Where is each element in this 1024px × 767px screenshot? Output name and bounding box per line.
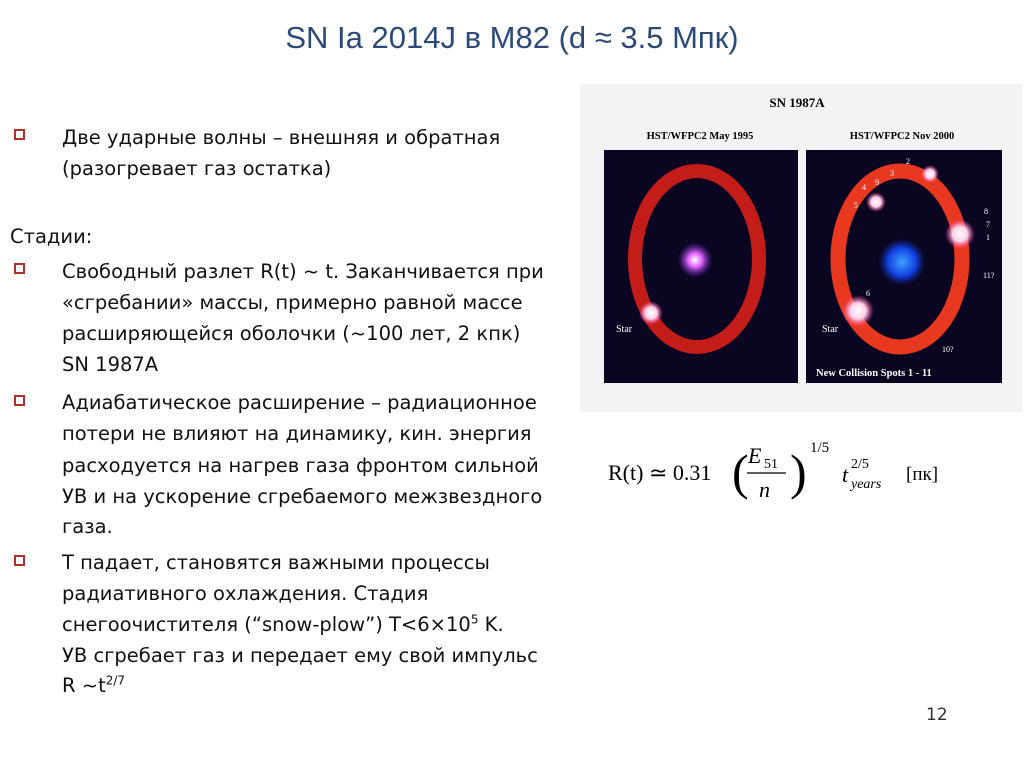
text: K. xyxy=(478,613,504,636)
unit: [пк] xyxy=(906,464,938,485)
panel-footer: New Collision Spots 1 - 11 xyxy=(816,368,932,379)
bullet-line: газа. xyxy=(62,515,113,538)
bullet-line: расширяющейся оболочки (~100 лет, 2 кпк) xyxy=(62,322,521,345)
t-power: 2/5 xyxy=(851,457,869,472)
bullet-line: Т падает, становятся важными процессы xyxy=(62,551,490,574)
bullet-line: SN 1987A xyxy=(62,353,159,376)
text: R ~t xyxy=(62,674,106,697)
spot-label: 6 xyxy=(866,289,870,298)
bullet-line: R ~t2/7 xyxy=(62,670,125,701)
caption: HST/WFPC2 Nov 2000 xyxy=(850,131,954,142)
superscript: 5 xyxy=(470,612,479,627)
spot-label: 4 xyxy=(862,183,866,192)
bullet-line: радиативного охлаждения. Стадия xyxy=(62,582,429,605)
spot-label: 1 xyxy=(986,233,990,242)
formula: R(t) ≃ 0.31 ( E 51 n ) 1/5 t 2/5 years [… xyxy=(608,440,938,502)
t: t xyxy=(842,462,849,487)
core xyxy=(677,242,713,278)
page-number: 12 xyxy=(926,705,948,725)
denominator: n xyxy=(759,477,770,502)
formula-lhs: R(t) ≃ 0.31 xyxy=(608,460,711,485)
star-label: Star xyxy=(822,324,839,335)
bullet-line: расходуется на нагрев газа фронтом сильн… xyxy=(62,454,539,477)
spot-labels: 2 3 4 9 5 8 7 1 11? 6 10? xyxy=(854,157,995,354)
text: снегоочистителя (“snow-plow”) T<6×10 xyxy=(62,613,471,636)
section-label: Стадии: xyxy=(10,225,93,248)
numerator: E xyxy=(747,443,762,468)
core xyxy=(878,238,926,286)
star-label: Star xyxy=(616,324,633,335)
spot xyxy=(866,192,886,212)
bullet-icon xyxy=(14,263,25,274)
bullet-icon xyxy=(14,555,25,566)
bullet-line: УВ и на ускорение сгребаемого межзвездно… xyxy=(62,485,543,508)
spot-label: 5 xyxy=(854,201,858,210)
ring xyxy=(628,164,766,354)
bullet-line: Свободный разлет R(t) ~ t. Заканчивается… xyxy=(62,260,544,283)
subscript: 51 xyxy=(764,457,778,472)
spot-label: 2 xyxy=(906,157,910,166)
power: 1/5 xyxy=(810,440,829,456)
spot-label: 10? xyxy=(942,345,954,354)
bullet-line: потери не влияют на динамику, кин. энерг… xyxy=(62,422,532,445)
star xyxy=(639,301,663,325)
spot-label: 9 xyxy=(875,178,879,187)
spot xyxy=(945,219,975,249)
bullet-icon xyxy=(14,395,25,406)
paren: ) xyxy=(790,444,807,500)
bullet-line: Адиабатическое расширение – радиационное xyxy=(62,391,537,414)
spot-label: 8 xyxy=(984,207,988,216)
spot-label: 3 xyxy=(890,169,894,178)
bullet-line: УВ сгребает газ и передает ему свой импу… xyxy=(62,644,538,667)
spot xyxy=(842,295,874,327)
t-subscript: years xyxy=(849,477,882,492)
figure-title: SN 1987A xyxy=(769,95,825,110)
bullet-line: снегоочистителя (“snow-plow”) T<6×105 K. xyxy=(62,609,504,640)
bullet-icon xyxy=(14,129,25,140)
ring xyxy=(830,163,970,355)
caption: HST/WFPC2 May 1995 xyxy=(647,131,754,142)
figure: SN 1987A HST/WFPC2 May 1995 HST/WFPC2 No… xyxy=(580,84,1022,412)
spot-label: 7 xyxy=(986,220,990,229)
paren: ( xyxy=(732,444,749,500)
spot xyxy=(921,165,939,183)
spot-label: 11? xyxy=(983,271,995,280)
superscript: 2/7 xyxy=(105,673,126,688)
bullet-line: Две ударные волны – внешняя и обратная xyxy=(62,126,501,149)
bullet-line: «сгребании» массы, примерно равной массе xyxy=(62,291,523,314)
slide-title: SN Ia 2014J в M82 (d ≈ 3.5 Мпк) xyxy=(285,20,739,55)
bullet-line: (разогревает газ остатка) xyxy=(62,157,332,180)
